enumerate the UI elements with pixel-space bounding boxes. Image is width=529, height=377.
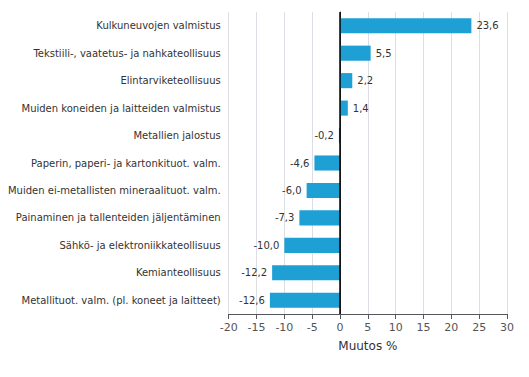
- svg-text:Muiden ei-metallisten mineraal: Muiden ei-metallisten mineraalituot. val…: [8, 185, 221, 196]
- svg-text:5: 5: [364, 321, 371, 334]
- svg-text:15: 15: [417, 321, 431, 334]
- svg-text:Tekstiili-, vaatetus- ja nahka: Tekstiili-, vaatetus- ja nahkateollisuus: [32, 48, 220, 59]
- svg-text:Sähkö- ja elektroniikkateollis: Sähkö- ja elektroniikkateollisuus: [59, 240, 220, 251]
- svg-text:25: 25: [472, 321, 486, 334]
- svg-text:Kemianteollisuus: Kemianteollisuus: [136, 267, 221, 278]
- svg-text:Metallituot. valm. (pl. koneet: Metallituot. valm. (pl. koneet ja laitte…: [22, 295, 221, 306]
- svg-text:Muutos %: Muutos %: [338, 339, 397, 353]
- svg-text:30: 30: [500, 321, 514, 334]
- svg-text:-7,3: -7,3: [275, 212, 295, 223]
- svg-text:-10,0: -10,0: [253, 240, 279, 251]
- svg-text:-15: -15: [248, 321, 266, 334]
- svg-text:5,5: 5,5: [376, 48, 392, 59]
- svg-text:-10: -10: [275, 321, 293, 334]
- svg-text:Muiden koneiden ja laitteiden: Muiden koneiden ja laitteiden valmistus: [22, 103, 221, 114]
- svg-text:-5: -5: [307, 321, 318, 334]
- svg-text:-0,2: -0,2: [314, 130, 334, 141]
- svg-text:Metallien jalostus: Metallien jalostus: [133, 130, 220, 141]
- svg-text:0: 0: [337, 321, 344, 334]
- svg-text:10: 10: [389, 321, 403, 334]
- svg-text:20: 20: [444, 321, 458, 334]
- svg-text:Elintarviketeollisuus: Elintarviketeollisuus: [120, 75, 220, 86]
- svg-text:Painaminen ja tallenteiden jäl: Painaminen ja tallenteiden jäljentäminen: [16, 212, 221, 223]
- svg-text:Paperin, paperi- ja kartonkitu: Paperin, paperi- ja kartonkituot. valm.: [31, 158, 221, 169]
- svg-text:-12,2: -12,2: [241, 267, 267, 278]
- svg-text:-20: -20: [220, 321, 238, 334]
- svg-text:-4,6: -4,6: [290, 158, 310, 169]
- svg-text:2,2: 2,2: [357, 75, 373, 86]
- svg-text:23,6: 23,6: [476, 20, 498, 31]
- svg-text:-6,0: -6,0: [282, 185, 302, 196]
- svg-text:-12,6: -12,6: [239, 295, 265, 306]
- svg-text:Kulkuneuvojen valmistus: Kulkuneuvojen valmistus: [96, 20, 220, 31]
- svg-text:1,4: 1,4: [353, 103, 369, 114]
